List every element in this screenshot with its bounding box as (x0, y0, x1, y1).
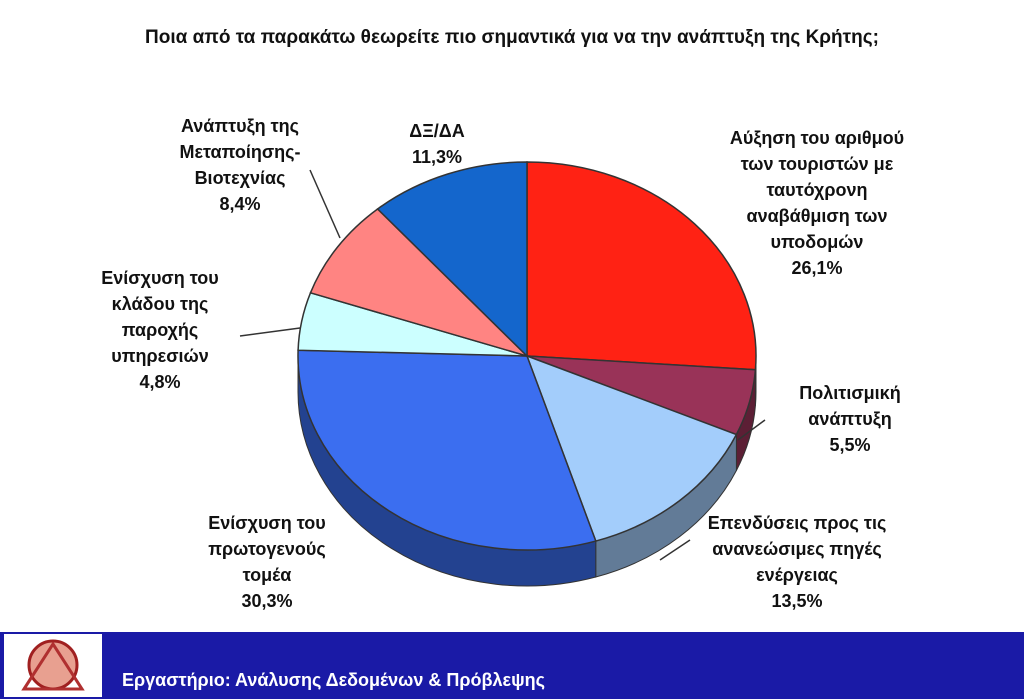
pie-slice (526, 161, 757, 371)
category-label: Επενδύσεις προς τις ανανεώσιμες πηγές εν… (707, 513, 887, 585)
leader-line (659, 539, 691, 561)
slice-label: Πολιτισμική ανάπτυξη 5,5% (780, 380, 920, 458)
leader-line (737, 419, 766, 441)
value-label: 5,5% (829, 435, 871, 455)
chart-title: Ποια από τα παρακάτω θεωρείτε πιο σημαντ… (145, 27, 879, 48)
category-label: Ενίσχυση του κλάδου της παροχής υπηρεσιώ… (101, 268, 219, 366)
category-label: Αύξηση του αριθμού των τουριστών με ταυτ… (729, 128, 905, 252)
slice-label: Αύξηση του αριθμού των τουριστών με ταυτ… (725, 125, 910, 281)
logo (4, 634, 102, 697)
logo-art (21, 639, 85, 691)
pie-slice (297, 349, 597, 551)
chart (239, 161, 766, 587)
pie-slice (376, 161, 528, 358)
footer-text: Εργαστήριο: Ανάλυσης Δεδομένων & Πρόβλεψ… (122, 670, 545, 690)
slice-label: Ενίσχυση του κλάδου της παροχής υπηρεσιώ… (85, 265, 235, 395)
category-label: ΔΞ/ΔΑ (409, 121, 465, 141)
value-label: 26,1% (791, 258, 843, 278)
slice-label: ΔΞ/ΔΑ 11,3% (377, 118, 497, 170)
slice-label: Επενδύσεις προς τις ανανεώσιμες πηγές εν… (697, 510, 897, 614)
category-label: Ενίσχυση του πρωτογενούς τομέα (208, 513, 326, 585)
value-label: 30,3% (241, 591, 293, 611)
category-label: Ανάπτυξη της Μεταποίησης-Βιοτεχνίας (179, 116, 301, 188)
value-label: 8,4% (219, 194, 261, 214)
slice-label: Ανάπτυξη της Μεταποίησης-Βιοτεχνίας 8,4% (153, 113, 328, 217)
category-label: Πολιτισμική ανάπτυξη (799, 383, 901, 429)
footer-bar: Εργαστήριο: Ανάλυσης Δεδομένων & Πρόβλεψ… (0, 632, 1024, 699)
value-label: 4,8% (139, 372, 181, 392)
leader-line (309, 169, 341, 239)
value-label: 13,5% (771, 591, 823, 611)
slice-label: Ενίσχυση του πρωτογενούς τομέα 30,3% (182, 510, 352, 614)
pie-slice (309, 207, 528, 357)
value-label: 11,3% (411, 147, 463, 167)
leader-line (239, 327, 301, 337)
